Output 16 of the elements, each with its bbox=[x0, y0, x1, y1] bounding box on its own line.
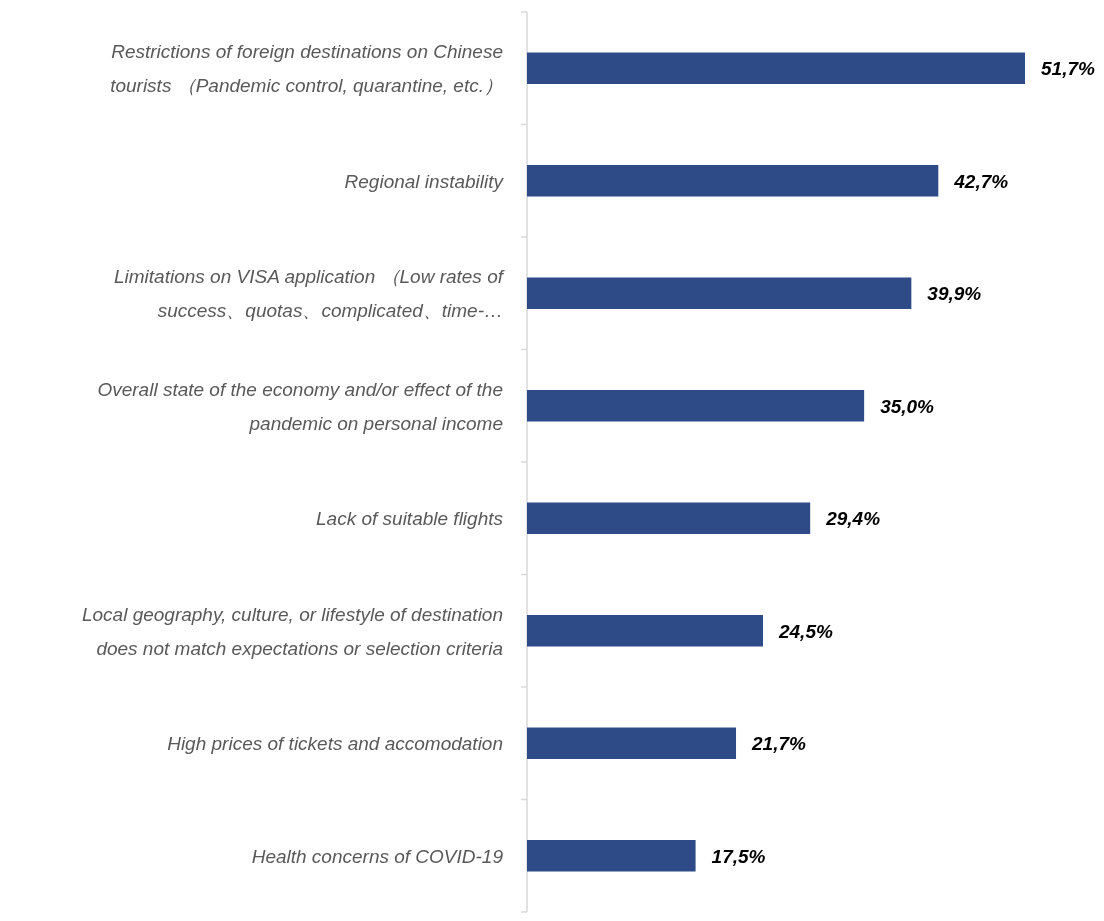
data-label: 51,7% bbox=[1041, 58, 1095, 80]
y-tick-label: Lack of suitable flights bbox=[316, 508, 504, 530]
data-label: 21,7% bbox=[751, 733, 806, 755]
y-tick-label: Regional instability bbox=[344, 170, 505, 192]
data-label: 39,9% bbox=[927, 283, 982, 305]
y-tick-label: Limitations on VISA application （Low rates of success、quotas、complicated、time-… bbox=[114, 266, 505, 322]
data-label: 29,4% bbox=[825, 508, 881, 530]
data-label: 24,5% bbox=[778, 620, 833, 642]
y-tick-label: Restrictions of foreign destinations on Chinese tourists （Pandemic control, quarantine, etc.） bbox=[110, 41, 503, 97]
y-tick-label: High prices of tickets and accomodation bbox=[167, 733, 503, 755]
data-label: 17,5% bbox=[711, 845, 766, 867]
y-tick-label: Local geography, culture, or lifestyle of destination does not match expectations or selection criteria bbox=[81, 603, 503, 659]
data-label: 35,0% bbox=[880, 395, 935, 417]
y-tick-label: Health concerns of COVID-19 bbox=[251, 845, 504, 867]
data-label: 42,7% bbox=[953, 170, 1009, 192]
y-tick-label: Overall state of the economy and/or effect of the pandemic on personal income bbox=[97, 378, 503, 434]
